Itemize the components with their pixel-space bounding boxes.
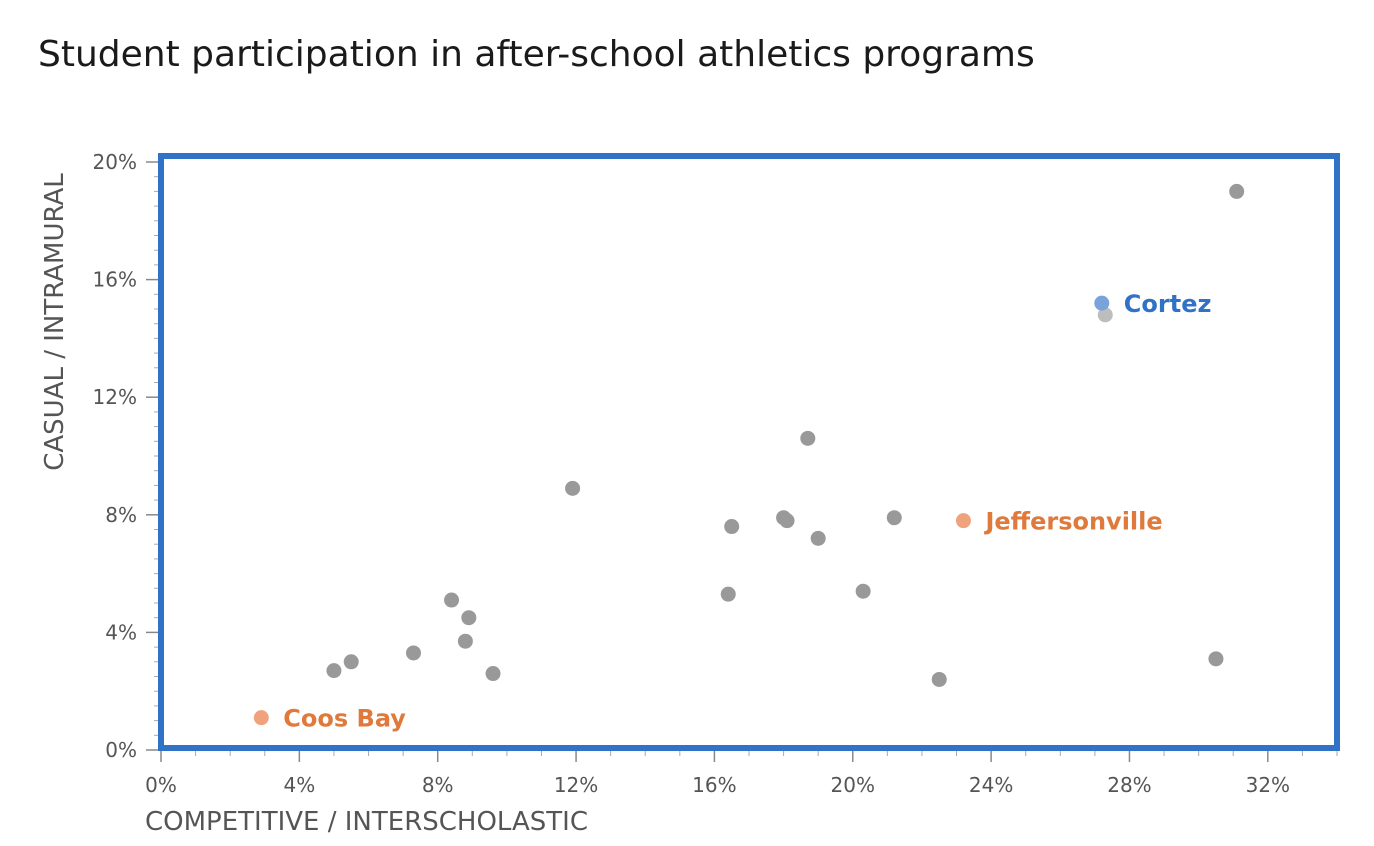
x-tick-label: 20% bbox=[831, 773, 875, 797]
data-point bbox=[720, 586, 736, 602]
data-point bbox=[485, 666, 501, 682]
chart-title: Student participation in after-school at… bbox=[38, 34, 1035, 75]
data-point bbox=[724, 519, 740, 535]
data-point bbox=[457, 633, 473, 649]
x-tick-label: 0% bbox=[145, 773, 177, 797]
x-tick-label: 16% bbox=[692, 773, 736, 797]
data-point bbox=[886, 510, 902, 526]
data-points bbox=[326, 183, 1245, 687]
axis-ticks: 0% 4% 8% 12% 16% 20% 0% 4% 8% 12% 16% 20% 24% 28% 32% bbox=[93, 150, 1291, 797]
data-point bbox=[1229, 183, 1245, 199]
y-tick-label: 0% bbox=[105, 738, 137, 762]
y-tick-label: 8% bbox=[105, 503, 137, 527]
y-tick-label: 4% bbox=[105, 620, 137, 644]
highlight-point-cortez bbox=[1094, 295, 1110, 311]
data-point bbox=[1208, 651, 1224, 667]
highlighted-points: Cortez Jeffersonville Coos Bay bbox=[253, 290, 1212, 733]
plot-frame bbox=[158, 153, 1340, 751]
data-point bbox=[444, 592, 460, 608]
data-point bbox=[931, 671, 947, 687]
data-point bbox=[800, 430, 816, 446]
highlight-point-jeffersonville bbox=[955, 513, 971, 529]
data-point bbox=[810, 530, 826, 546]
highlight-label-jeffersonville: Jeffersonville bbox=[983, 508, 1162, 536]
x-tick-label: 32% bbox=[1246, 773, 1290, 797]
data-point bbox=[405, 645, 421, 661]
highlight-label-cortez: Cortez bbox=[1124, 290, 1212, 318]
y-tick-label: 20% bbox=[93, 150, 137, 174]
data-point bbox=[461, 610, 477, 626]
highlight-label-coos-bay: Coos Bay bbox=[283, 705, 406, 733]
highlight-point-coos-bay bbox=[253, 710, 269, 726]
x-tick-label: 4% bbox=[283, 773, 315, 797]
x-tick-label: 28% bbox=[1107, 773, 1151, 797]
data-point bbox=[1097, 307, 1113, 323]
x-tick-label: 24% bbox=[969, 773, 1013, 797]
minor-ticks bbox=[154, 176, 1338, 756]
data-point bbox=[326, 663, 342, 679]
x-tick-label: 12% bbox=[554, 773, 598, 797]
data-point bbox=[565, 480, 581, 496]
data-point bbox=[779, 513, 795, 529]
data-point bbox=[343, 654, 359, 670]
x-axis-label: COMPETITIVE / INTERSCHOLASTIC bbox=[145, 807, 588, 837]
y-tick-label: 16% bbox=[93, 268, 137, 292]
y-tick-label: 12% bbox=[93, 385, 137, 409]
data-point bbox=[855, 583, 871, 599]
y-axis-label: CASUAL / INTRAMURAL bbox=[40, 173, 70, 471]
x-tick-label: 8% bbox=[422, 773, 454, 797]
